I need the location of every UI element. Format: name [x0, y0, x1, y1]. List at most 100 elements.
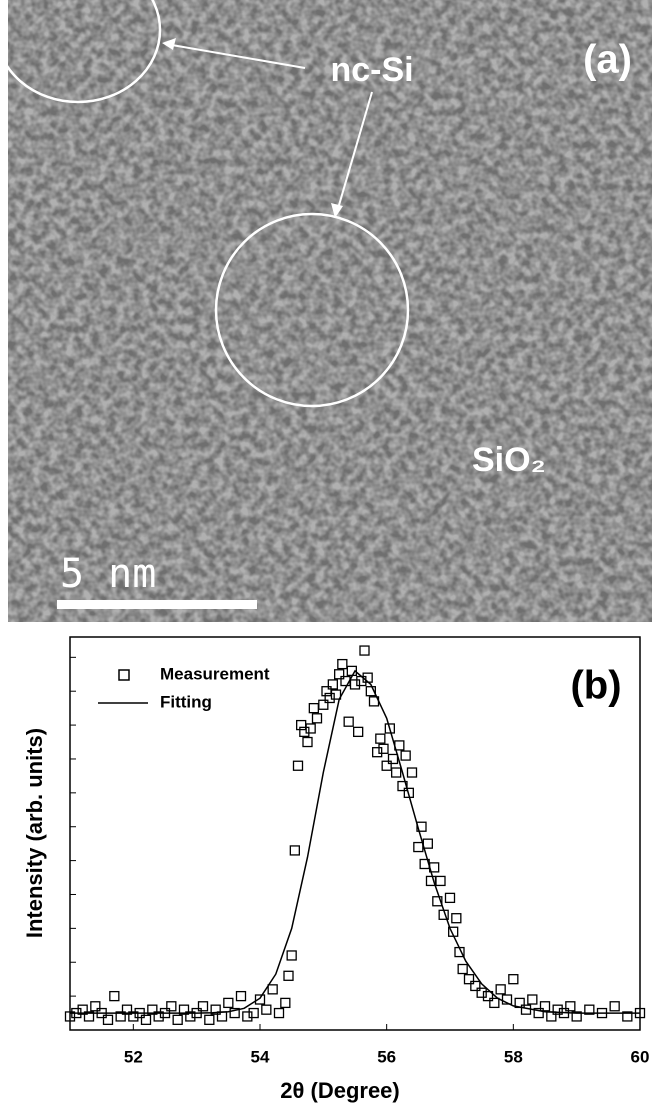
- data-point: [321, 686, 332, 697]
- data-point: [324, 692, 335, 704]
- data-point: [609, 1001, 620, 1012]
- nanocrystal-outline: [8, 0, 162, 104]
- data-point: [286, 950, 297, 961]
- data-point: [413, 841, 424, 853]
- data-point: [128, 1011, 139, 1022]
- data-point: [248, 1007, 259, 1019]
- data-point: [375, 733, 386, 744]
- data-point: [166, 1001, 177, 1012]
- y-axis-label: Intensity (arb. units): [22, 728, 47, 938]
- x-tick-label: 56: [377, 1047, 396, 1066]
- data-point: [197, 1001, 209, 1012]
- data-point: [115, 1011, 126, 1022]
- plot-frame: [69, 636, 641, 1031]
- data-point: [622, 1011, 633, 1022]
- data-point: [435, 875, 446, 887]
- legend-marker: [118, 669, 130, 681]
- data-point: [476, 987, 487, 998]
- legend-label: Measurement: [160, 664, 270, 683]
- x-tick-label: 54: [251, 1047, 270, 1066]
- data-point: [77, 1004, 88, 1015]
- data-point: [520, 1004, 532, 1015]
- data-point: [384, 723, 395, 734]
- data-point: [302, 736, 313, 748]
- data-point: [254, 994, 266, 1005]
- data-point: [204, 1014, 215, 1025]
- data-point: [337, 658, 348, 670]
- data-point: [121, 1004, 133, 1015]
- data-point: [178, 1004, 190, 1015]
- data-point: [343, 716, 354, 727]
- oxide-label: SiO₂: [472, 441, 546, 479]
- data-point: [546, 1011, 557, 1022]
- data-point: [356, 675, 367, 687]
- data-point: [444, 892, 456, 904]
- data-point: [64, 1011, 76, 1022]
- data-point: [311, 713, 323, 724]
- arrow-head: [162, 38, 176, 50]
- data-point: [470, 980, 481, 992]
- nanocrystal-outline: [214, 212, 410, 408]
- data-point: [83, 1011, 95, 1022]
- data-point: [400, 750, 411, 761]
- scale-bar: [57, 600, 257, 609]
- data-point: [489, 997, 500, 1009]
- data-point: [172, 1014, 183, 1025]
- data-point: [378, 743, 389, 754]
- data-point: [457, 963, 468, 975]
- x-tick-label: 52: [124, 1047, 143, 1066]
- data-point: [334, 669, 345, 680]
- data-point: [381, 760, 392, 771]
- panel-a: nc-Si (a) SiO₂ 5 nm: [8, 0, 652, 622]
- data-point: [102, 1014, 114, 1025]
- data-point: [289, 845, 300, 856]
- data-point: [463, 974, 475, 985]
- data-point: [318, 699, 329, 710]
- data-point: [305, 723, 316, 734]
- data-point: [292, 760, 304, 771]
- data-point: [242, 1011, 253, 1022]
- data-point: [416, 821, 427, 832]
- data-point: [349, 679, 361, 690]
- arrow-head: [331, 203, 343, 218]
- panel-label: (b): [570, 664, 621, 708]
- panel-label: (a): [583, 38, 632, 82]
- data-point: [235, 990, 247, 1002]
- data-point: [153, 1011, 164, 1022]
- arrow: [165, 43, 306, 69]
- x-tick-label: 58: [504, 1047, 523, 1066]
- data-point: [359, 645, 370, 656]
- data-point: [109, 990, 120, 1002]
- data-point: [283, 970, 294, 981]
- data-point: [273, 1007, 285, 1019]
- data-point: [584, 1004, 595, 1015]
- data-point: [327, 679, 338, 690]
- data-point: [571, 1011, 582, 1022]
- data-point: [527, 994, 538, 1005]
- data-point: [216, 1011, 228, 1022]
- legend-label: Fitting: [160, 692, 212, 711]
- data-point: [552, 1004, 563, 1015]
- tem-texture: [8, 0, 652, 622]
- nc-si-label: nc-Si: [330, 51, 413, 89]
- data-point: [432, 896, 443, 907]
- data-point: [501, 994, 513, 1005]
- data-point: [261, 1004, 272, 1015]
- data-point: [296, 719, 307, 731]
- data-point: [267, 984, 278, 995]
- data-point: [387, 753, 399, 765]
- data-point: [229, 1007, 240, 1019]
- data-point: [533, 1007, 544, 1019]
- data-point: [210, 1004, 221, 1015]
- scale-bar-label: 5 nm: [60, 551, 156, 597]
- data-point: [185, 1011, 196, 1022]
- x-tick-label: 60: [631, 1047, 650, 1066]
- data-point: [372, 747, 383, 758]
- data-point: [308, 702, 319, 714]
- data-point: [330, 689, 342, 700]
- data-point: [422, 838, 433, 849]
- data-point: [299, 726, 310, 738]
- x-axis-label: 2θ (Degree): [280, 1078, 400, 1103]
